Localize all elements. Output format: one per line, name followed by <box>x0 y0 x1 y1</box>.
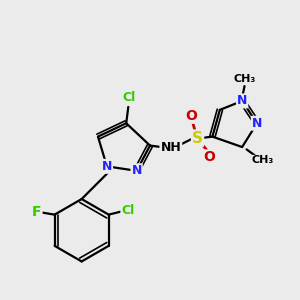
Text: CH₃: CH₃ <box>252 155 274 165</box>
Text: S: S <box>192 130 203 146</box>
Text: N: N <box>252 117 262 130</box>
Text: N: N <box>131 164 142 177</box>
Text: N: N <box>102 160 112 173</box>
Text: N: N <box>237 94 247 107</box>
Text: CH₃: CH₃ <box>234 74 256 84</box>
Text: Cl: Cl <box>123 92 136 104</box>
Text: F: F <box>32 205 41 219</box>
Text: Cl: Cl <box>122 204 135 217</box>
Text: NH: NH <box>160 140 181 154</box>
Text: O: O <box>186 109 197 123</box>
Text: O: O <box>203 150 215 164</box>
